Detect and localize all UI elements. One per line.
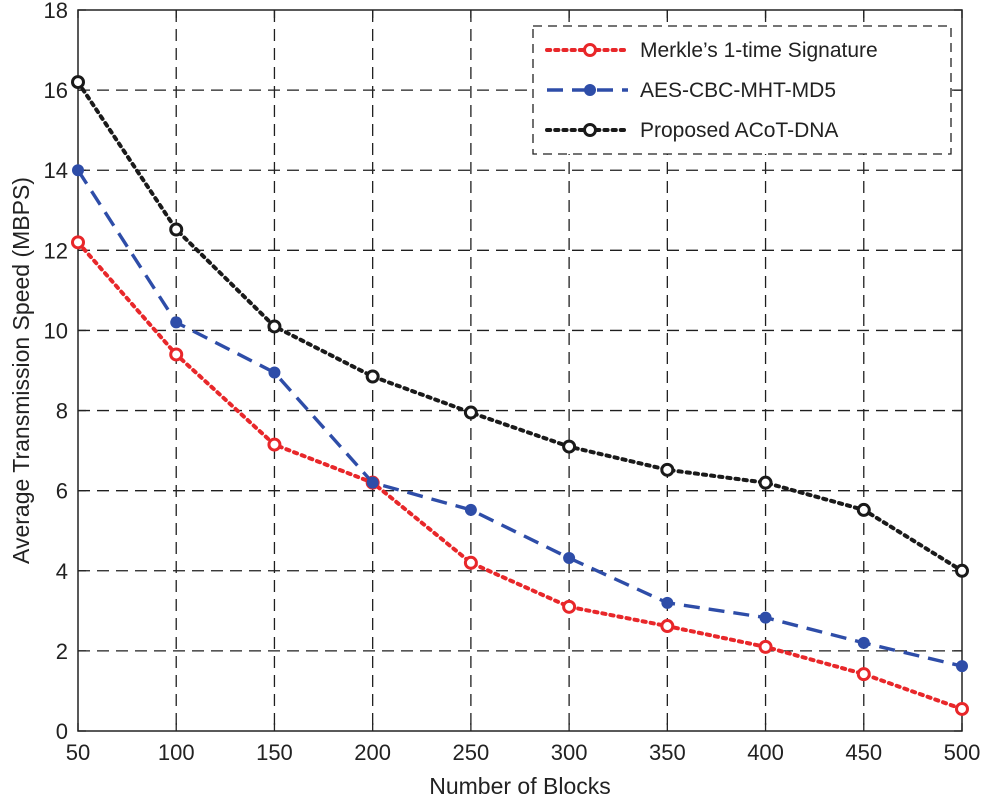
data-point	[463, 555, 478, 570]
legend-marker	[583, 123, 597, 137]
y-tick-label: 8	[56, 399, 68, 424]
data-point	[169, 222, 184, 237]
data-point	[71, 235, 85, 250]
y-tick-label: 16	[44, 78, 68, 103]
series-line	[76, 80, 964, 573]
y-tick-label: 6	[56, 479, 68, 504]
legend-label: Proposed ACoT-DNA	[640, 119, 838, 142]
y-tick-label: 2	[56, 639, 68, 664]
y-tick-label: 0	[56, 719, 68, 744]
data-point	[267, 437, 282, 452]
data-point	[562, 439, 577, 454]
x-tick-label: 400	[747, 740, 784, 765]
data-point	[758, 639, 773, 654]
series-3	[71, 75, 969, 578]
x-tick-label: 450	[845, 740, 882, 765]
data-point	[71, 75, 85, 90]
y-tick-label: 4	[56, 559, 68, 584]
x-tick-label: 200	[354, 740, 391, 765]
data-point	[955, 563, 969, 578]
x-tick-label: 300	[551, 740, 588, 765]
data-point	[759, 611, 772, 624]
legend-marker	[583, 43, 597, 57]
y-axis-title: Average Transmission Speed (MBPS)	[8, 177, 34, 564]
data-point	[955, 701, 969, 716]
data-point	[956, 660, 968, 673]
data-point	[856, 667, 871, 682]
data-point	[267, 319, 282, 334]
data-point	[365, 369, 380, 384]
data-point	[758, 475, 773, 490]
legend-label: Merkle’s 1-time Signature	[640, 39, 878, 62]
data-point	[464, 503, 477, 516]
data-point	[660, 619, 675, 634]
series-1	[71, 235, 969, 716]
x-tick-label: 50	[66, 740, 90, 765]
data-point	[661, 596, 674, 609]
data-point	[268, 366, 281, 379]
y-tick-label: 14	[44, 158, 68, 183]
data-point	[856, 502, 871, 517]
series-line	[76, 240, 964, 711]
y-tick-label: 10	[44, 318, 68, 343]
series-layer	[71, 75, 969, 716]
data-point	[170, 316, 183, 329]
axis-ticks: 50 100 150 200 250 300 350 400 450 500 0 2 4 6 8 10 12 14…	[44, 0, 981, 765]
legend-box	[532, 25, 952, 155]
legend: Merkle’s 1-time Signature AES-CBC-MHT-MD5…	[532, 25, 952, 155]
x-tick-label: 250	[453, 740, 490, 765]
x-tick-label: 500	[944, 740, 981, 765]
x-tick-label: 350	[649, 740, 686, 765]
legend-label: AES-CBC-MHT-MD5	[640, 79, 836, 102]
legend-entries: Merkle’s 1-time Signature AES-CBC-MHT-MD5…	[545, 39, 878, 142]
y-tick-label: 18	[44, 0, 68, 23]
data-point	[366, 476, 379, 489]
series-line	[76, 169, 963, 668]
data-point	[857, 636, 870, 649]
x-axis-title: Number of Blocks	[429, 773, 611, 798]
legend-marker	[584, 84, 596, 96]
y-tick-label: 12	[44, 238, 68, 263]
data-point	[660, 462, 675, 477]
data-point	[562, 599, 577, 614]
series-2	[72, 164, 968, 673]
x-tick-label: 150	[256, 740, 293, 765]
data-point	[463, 405, 478, 420]
plot-area-frame	[77, 9, 963, 732]
data-point	[563, 551, 576, 564]
data-point	[169, 347, 184, 362]
data-point	[72, 164, 84, 177]
x-tick-label: 100	[158, 740, 195, 765]
